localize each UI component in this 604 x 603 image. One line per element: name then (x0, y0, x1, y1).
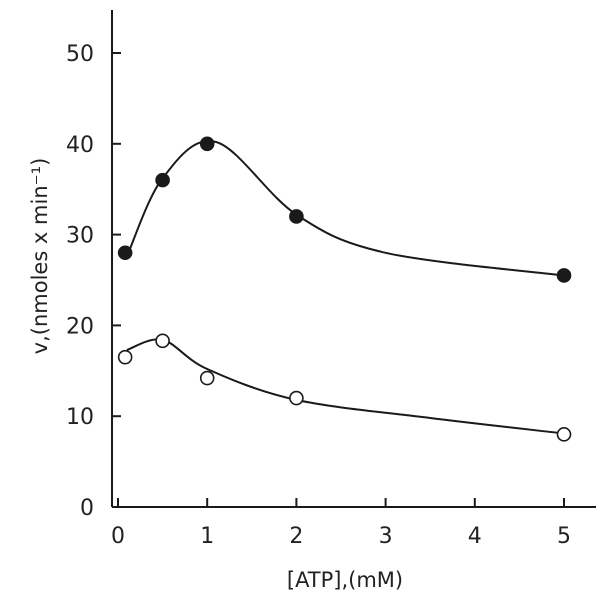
y-tick-label: 50 (66, 42, 94, 67)
x-tick-label: 4 (468, 524, 482, 549)
y-tick-label: 30 (66, 224, 94, 249)
data-points (117, 136, 572, 442)
fitted-curves (125, 140, 565, 435)
open-data-point (556, 427, 572, 442)
x-tick-label: 2 (289, 524, 303, 549)
open-data-point (289, 390, 304, 406)
open-series-curve (126, 338, 565, 435)
y-axis-title: v,(nmoles x min⁻¹) (28, 158, 52, 355)
x-tick-label: 5 (557, 524, 571, 549)
open-data-point (199, 370, 215, 386)
tick-labels: 0 10 20 30 40 50 0 1 2 3 4 5 (66, 42, 571, 549)
filled-data-point (155, 172, 170, 188)
x-axis-title: [ATP],(mM) (287, 568, 403, 592)
y-tick-label: 40 (66, 133, 94, 158)
y-tick-label: 0 (80, 496, 94, 521)
filled-series-curve (125, 140, 565, 277)
y-tick-label: 20 (66, 314, 94, 339)
filled-data-point (117, 245, 133, 261)
filled-data-point (289, 209, 304, 224)
open-data-point (155, 333, 170, 349)
x-tick-label: 1 (200, 524, 214, 549)
y-tick-label: 10 (66, 405, 94, 430)
axes (111, 10, 596, 508)
filled-data-point (199, 136, 215, 152)
x-tick-label: 3 (379, 524, 393, 549)
filled-data-point (556, 268, 572, 283)
open-data-point (117, 349, 133, 365)
x-tick-label: 0 (111, 524, 125, 549)
